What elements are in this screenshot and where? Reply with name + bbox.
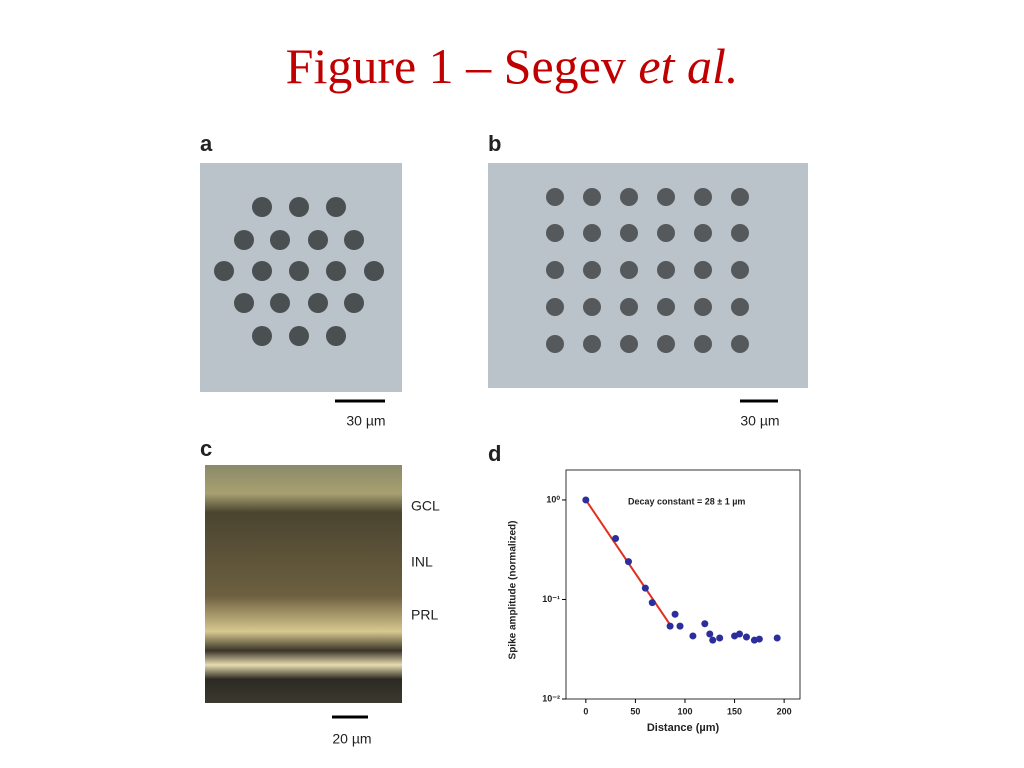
electrode bbox=[364, 261, 384, 281]
panel-letter: d bbox=[488, 441, 501, 466]
electrode bbox=[252, 261, 272, 281]
annotation: Decay constant = 28 ± 1 µm bbox=[628, 496, 745, 506]
electrode bbox=[620, 188, 638, 206]
scale-label: 30 µm bbox=[346, 413, 385, 429]
electrode bbox=[214, 261, 234, 281]
x-tick-label: 150 bbox=[727, 706, 742, 716]
electrode bbox=[234, 230, 254, 250]
data-point bbox=[612, 534, 620, 542]
electrode bbox=[583, 188, 601, 206]
electrode bbox=[657, 188, 675, 206]
electrode bbox=[308, 293, 328, 313]
x-tick-label: 50 bbox=[630, 706, 640, 716]
panel-letter: b bbox=[488, 131, 501, 156]
electrode bbox=[289, 197, 309, 217]
data-point bbox=[736, 630, 744, 638]
electrode bbox=[583, 298, 601, 316]
electrode bbox=[731, 261, 749, 279]
electrode bbox=[583, 335, 601, 353]
panel-letter: a bbox=[200, 131, 213, 156]
scale-label: 20 µm bbox=[332, 731, 371, 747]
data-point bbox=[641, 584, 649, 592]
electrode bbox=[694, 261, 712, 279]
data-point bbox=[755, 635, 763, 643]
electrode bbox=[270, 293, 290, 313]
electrode bbox=[546, 224, 564, 242]
image-c bbox=[205, 465, 402, 703]
scale-label: 30 µm bbox=[740, 413, 779, 429]
electrode bbox=[326, 197, 346, 217]
title: Figure 1 – Segev et al. bbox=[286, 38, 739, 94]
electrode bbox=[731, 188, 749, 206]
electrode bbox=[546, 188, 564, 206]
y-axis-label: Spike amplitude (normalized) bbox=[508, 521, 519, 660]
panel-letter: c bbox=[200, 436, 212, 461]
y-tick-label: 10⁰ bbox=[546, 494, 560, 504]
electrode bbox=[731, 224, 749, 242]
electrode bbox=[252, 326, 272, 346]
electrode bbox=[326, 261, 346, 281]
data-point bbox=[582, 496, 590, 504]
electrode bbox=[270, 230, 290, 250]
electrode bbox=[657, 298, 675, 316]
electrode bbox=[289, 261, 309, 281]
layer-label: INL bbox=[411, 554, 433, 570]
layer-label: PRL bbox=[411, 607, 438, 623]
data-point bbox=[773, 634, 781, 642]
electrode bbox=[252, 197, 272, 217]
data-point bbox=[666, 622, 674, 630]
electrode bbox=[657, 335, 675, 353]
title-italic: et al. bbox=[638, 38, 738, 94]
electrode bbox=[308, 230, 328, 250]
electrode bbox=[694, 335, 712, 353]
electrode bbox=[546, 261, 564, 279]
electrode bbox=[620, 298, 638, 316]
x-axis-label: Distance (µm) bbox=[647, 722, 720, 734]
data-point bbox=[701, 620, 709, 628]
image-b bbox=[488, 163, 808, 388]
layer-label: GCL bbox=[411, 498, 440, 514]
electrode bbox=[620, 261, 638, 279]
chart-d: Decay constant = 28 ± 1 µm Distance (µm)… bbox=[508, 469, 801, 734]
electrode bbox=[731, 298, 749, 316]
data-point bbox=[689, 632, 697, 640]
data-point bbox=[671, 610, 679, 618]
data-point bbox=[709, 636, 717, 644]
electrode bbox=[546, 335, 564, 353]
data-point bbox=[676, 622, 684, 630]
electrode bbox=[344, 293, 364, 313]
data-point bbox=[648, 599, 656, 607]
plot-frame bbox=[565, 469, 801, 700]
electrode bbox=[694, 188, 712, 206]
x-tick-label: 100 bbox=[677, 706, 692, 716]
electrode bbox=[326, 326, 346, 346]
electrode bbox=[620, 224, 638, 242]
electrode bbox=[583, 224, 601, 242]
electrode bbox=[657, 224, 675, 242]
electrode bbox=[344, 230, 364, 250]
x-tick-label: 0 bbox=[583, 706, 588, 716]
electrode bbox=[289, 326, 309, 346]
title-main: Figure 1 – Segev bbox=[286, 38, 626, 94]
electrode bbox=[694, 224, 712, 242]
y-tick-label: 10⁻¹ bbox=[542, 594, 560, 604]
data-point bbox=[742, 633, 750, 641]
x-tick-label: 200 bbox=[777, 706, 792, 716]
electrode bbox=[583, 261, 601, 279]
electrode bbox=[731, 335, 749, 353]
electrode bbox=[620, 335, 638, 353]
data-point bbox=[716, 634, 724, 642]
y-tick-label: 10⁻² bbox=[542, 693, 560, 703]
electrode bbox=[546, 298, 564, 316]
data-point bbox=[706, 630, 714, 638]
electrode bbox=[657, 261, 675, 279]
data-point bbox=[624, 558, 632, 566]
electrode bbox=[694, 298, 712, 316]
electrode bbox=[234, 293, 254, 313]
